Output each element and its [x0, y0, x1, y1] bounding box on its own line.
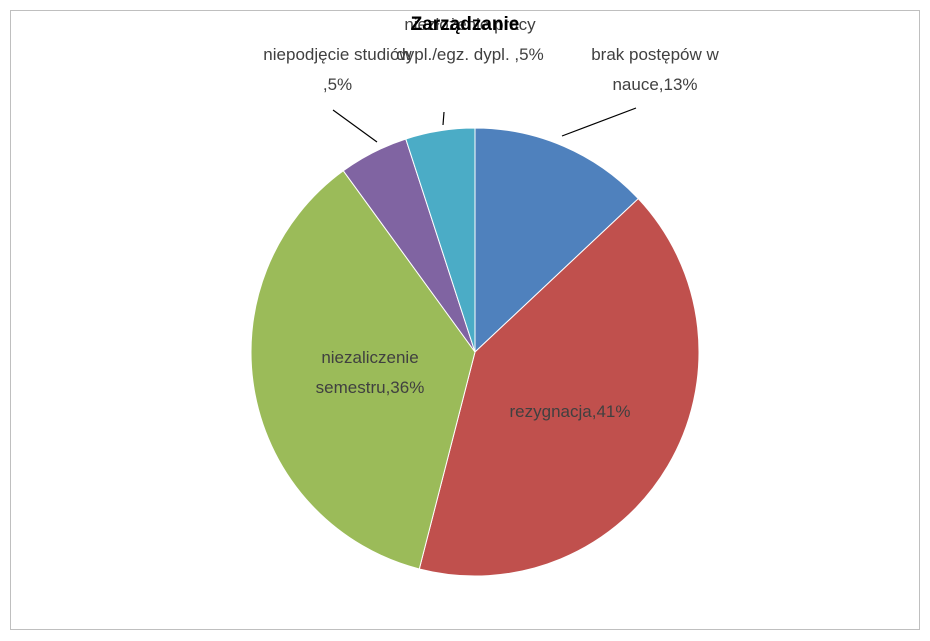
label-value: ,13% [658, 75, 698, 94]
data-label: brak postępów w nauce,13% [555, 40, 755, 100]
pie-slice [250, 170, 476, 570]
label-category: niepodjęcie studiów [263, 45, 412, 64]
leader-lines [332, 107, 637, 143]
data-label: niezaliczenie semestru,36% [285, 343, 455, 403]
pie-slice [405, 127, 476, 353]
chart-title: Zarządzanie [410, 14, 520, 35]
label-value: ,5% [322, 75, 353, 94]
data-label: rezygnacja,41% [470, 397, 670, 427]
pie-slice [474, 127, 639, 354]
label-value: ,5% [509, 45, 544, 64]
label-value: ,36% [385, 378, 425, 397]
data-label: niezłożenie pracy dypl./egz. dypl. ,5% [370, 10, 570, 70]
label-category: niezłożenie pracy dypl./egz. dypl. [396, 15, 536, 64]
leader-line [332, 109, 378, 143]
leader-line [442, 111, 445, 126]
slices [250, 127, 700, 577]
label-category: niezaliczenie semestru [315, 348, 419, 397]
label-value: ,41% [591, 402, 631, 421]
label-category: rezygnacja [509, 402, 592, 421]
leader-line [561, 107, 637, 137]
pie-slice [418, 197, 700, 577]
data-label: niepodjęcie studiów ,5% [260, 40, 415, 100]
label-category: brak postępów w nauce [591, 45, 719, 94]
